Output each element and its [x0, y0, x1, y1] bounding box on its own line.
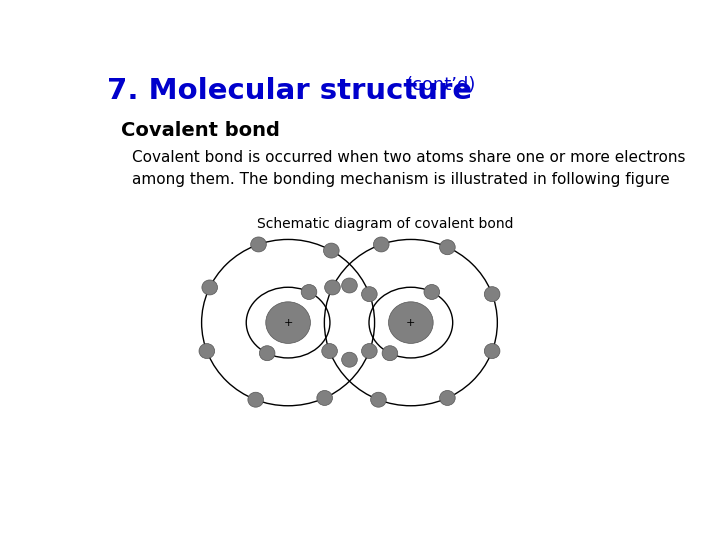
Text: 7. Molecular structure: 7. Molecular structure: [107, 77, 472, 105]
Ellipse shape: [202, 280, 217, 295]
Ellipse shape: [266, 302, 310, 343]
Ellipse shape: [317, 390, 333, 406]
Ellipse shape: [361, 343, 377, 359]
Ellipse shape: [440, 240, 455, 255]
Ellipse shape: [424, 285, 440, 300]
Text: Schematic diagram of covalent bond: Schematic diagram of covalent bond: [258, 217, 514, 231]
Ellipse shape: [342, 278, 357, 293]
Ellipse shape: [259, 346, 275, 361]
Ellipse shape: [361, 287, 377, 302]
Text: Covalent bond is occurred when two atoms share one or more electrons
among them.: Covalent bond is occurred when two atoms…: [132, 150, 685, 187]
Ellipse shape: [342, 352, 357, 367]
Ellipse shape: [325, 280, 341, 295]
Ellipse shape: [251, 237, 266, 252]
Ellipse shape: [322, 343, 338, 359]
Ellipse shape: [382, 346, 397, 361]
Ellipse shape: [323, 243, 339, 258]
Ellipse shape: [374, 237, 389, 252]
Ellipse shape: [371, 392, 386, 407]
Ellipse shape: [485, 343, 500, 359]
Text: Covalent bond: Covalent bond: [121, 121, 279, 140]
Ellipse shape: [389, 302, 433, 343]
Ellipse shape: [199, 343, 215, 359]
Text: +: +: [406, 318, 415, 328]
Ellipse shape: [485, 287, 500, 302]
Text: (cont’d): (cont’d): [405, 77, 476, 94]
Ellipse shape: [248, 392, 264, 407]
Ellipse shape: [301, 285, 317, 300]
Ellipse shape: [440, 390, 455, 406]
Text: +: +: [284, 318, 293, 328]
